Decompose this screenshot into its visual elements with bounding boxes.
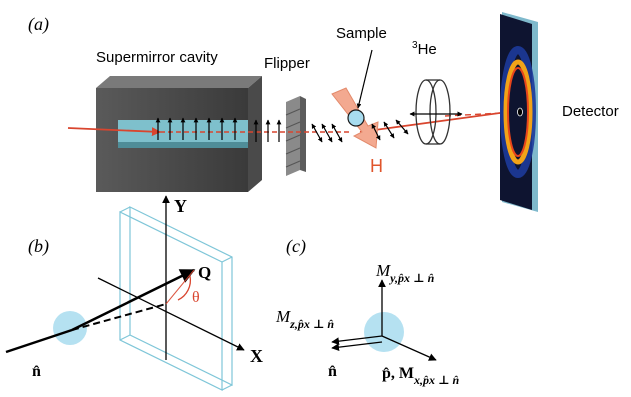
panel-b: (b) Y X n̂ Q θ <box>5 195 263 391</box>
beam-continuation <box>71 303 167 331</box>
detector-ring-inner <box>507 67 529 157</box>
panel-c: (c) My,p̂x ⊥ n̂ Mz,p̂x ⊥ n̂ n̂ p̂, Mx,p̂… <box>275 236 460 387</box>
beam-stop <box>517 107 523 117</box>
my-label: My,p̂x ⊥ n̂ <box>375 261 435 285</box>
q-vector <box>71 268 196 332</box>
supermirror-cavity <box>96 76 262 192</box>
n-vector-label: n̂ <box>32 363 41 380</box>
detector-plane <box>119 206 233 391</box>
he3-label: 3He <box>412 40 437 58</box>
detector <box>500 12 538 212</box>
flipper <box>285 96 306 176</box>
supermirror-label: Supermirror cavity <box>96 49 218 66</box>
sample-sphere-b <box>53 311 87 345</box>
cavity-top-face <box>96 76 262 88</box>
cavity-channel-shadow <box>118 142 248 148</box>
sample-sphere-c <box>364 312 404 352</box>
x-axis <box>97 277 245 351</box>
theta-arc <box>177 275 192 301</box>
cavity-side-face <box>248 76 262 192</box>
sample-sphere <box>347 109 365 127</box>
panel-a-label: (a) <box>28 14 49 35</box>
mz-label: Mz,p̂x ⊥ n̂ <box>275 307 334 331</box>
n-axis-c <box>331 341 383 352</box>
y-axis-label: Y <box>174 196 187 216</box>
flipper-plate <box>286 96 300 176</box>
field-label: H <box>370 156 383 176</box>
he3-cell <box>415 79 451 145</box>
incident-vector <box>5 328 73 354</box>
flipper-label: Flipper <box>264 55 310 72</box>
x-axis-label: X <box>250 346 263 366</box>
flipper-edge <box>300 96 306 172</box>
incident-beam <box>67 127 161 137</box>
panel-b-label: (b) <box>28 236 49 257</box>
theta-label: θ <box>192 289 200 306</box>
sample-label: Sample <box>336 25 387 42</box>
q-vector-label: Q <box>198 263 211 282</box>
detector-ring <box>503 59 533 165</box>
polarization-arrows-up <box>155 117 282 142</box>
detector-label: Detector <box>562 103 619 120</box>
mx-label: p̂, Mx,p̂x ⊥ n̂ <box>382 365 460 387</box>
polarization-arrows-after-sample <box>371 119 409 141</box>
polarization-arrows-diagonal <box>311 123 343 143</box>
mz-axis <box>331 335 383 346</box>
mx-axis <box>381 335 437 361</box>
sample-pointer <box>356 49 373 109</box>
n-label-c: n̂ <box>328 363 337 380</box>
panel-a: (a) Supermirror cavity Flipper <box>28 12 619 212</box>
panel-c-label: (c) <box>286 236 306 257</box>
